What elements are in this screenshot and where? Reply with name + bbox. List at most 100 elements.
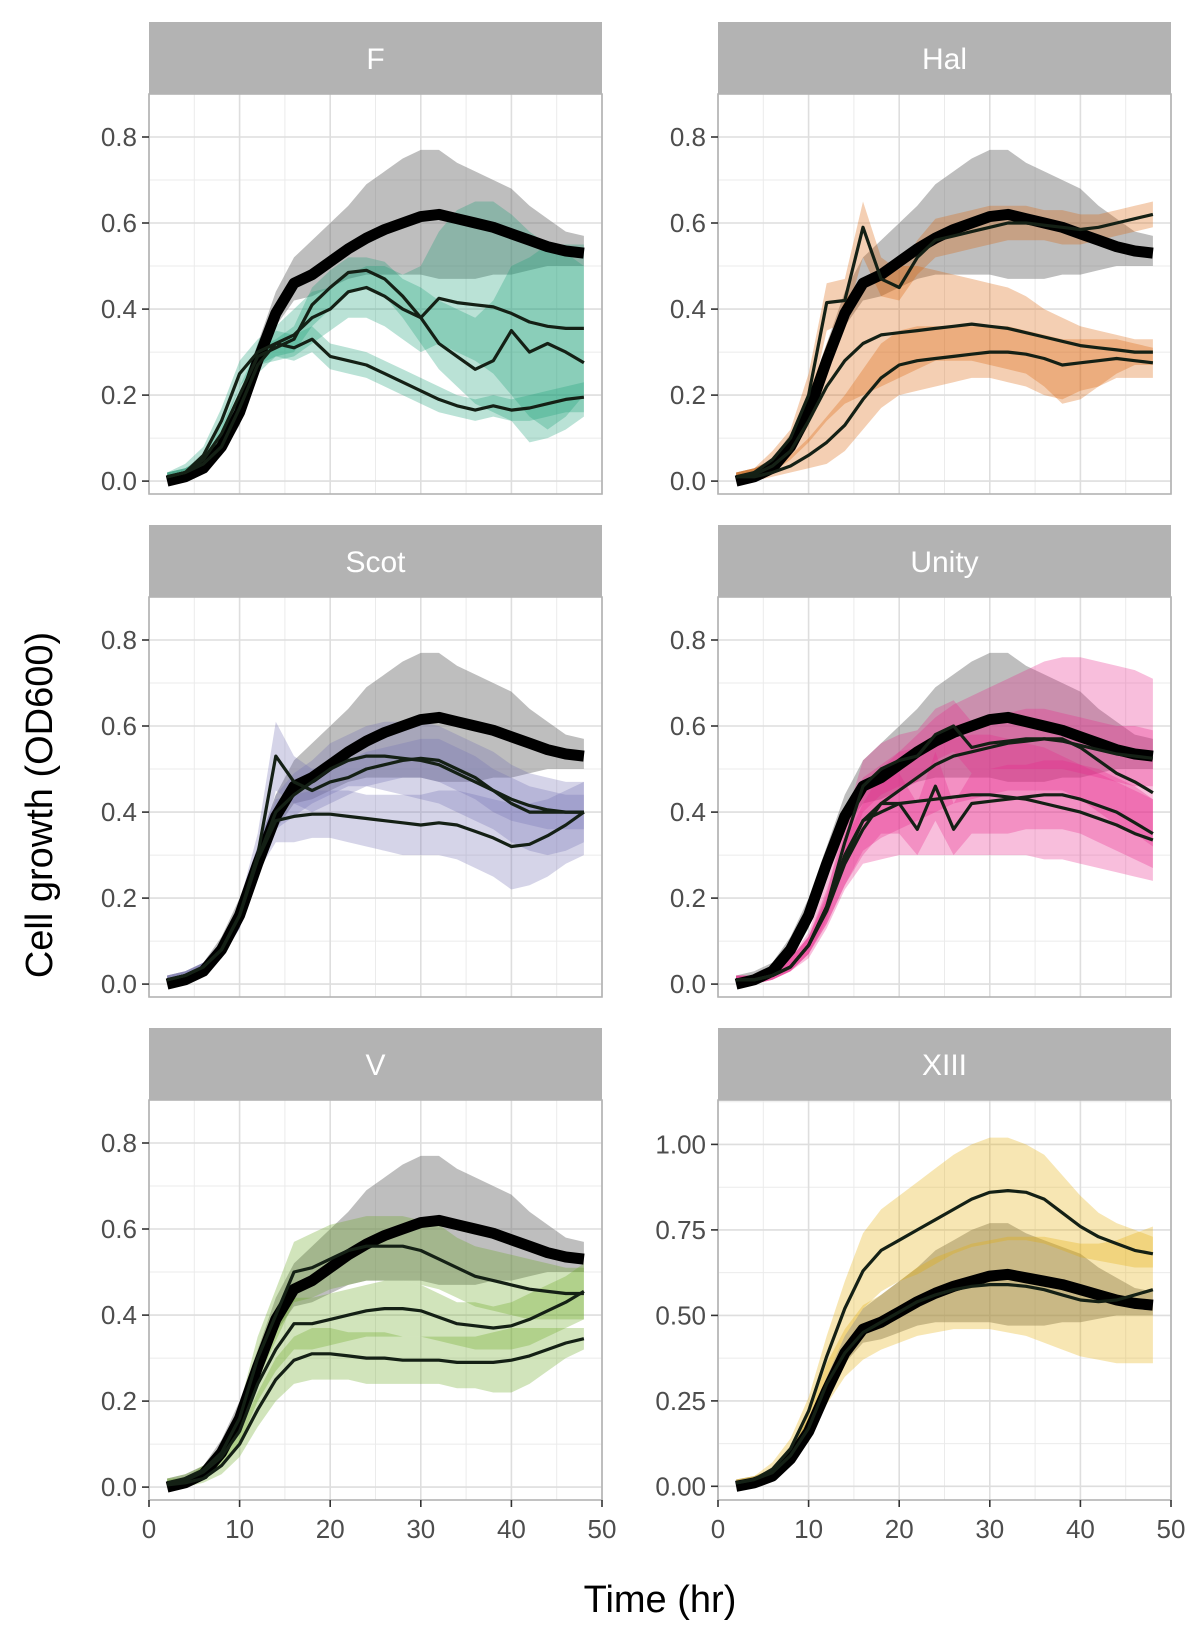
panel-v: V 0.0 0.2 0.4 0.6 0.8 0 10 20 30 40 50 <box>101 1028 616 1544</box>
reference-ribbon <box>736 652 1153 985</box>
y-tick-label: 0.6 <box>101 1214 137 1244</box>
x-tick-label: 0 <box>711 1514 725 1544</box>
panel-border <box>148 1099 603 1501</box>
y-axis: 0.0 0.2 0.4 0.6 0.8 <box>101 625 149 999</box>
series-line <box>166 285 584 479</box>
series-line <box>166 337 585 479</box>
y-tick-label: 0.2 <box>101 380 137 410</box>
panel-border <box>717 1099 1172 1501</box>
y-tick-label: 0.75 <box>655 1215 706 1245</box>
reference-ribbon <box>736 1223 1153 1487</box>
y-tick-label: 0.2 <box>670 883 706 913</box>
panel-strip-label: Unity <box>910 546 978 579</box>
panel-unity: Unity 0.0 0.2 0.4 0.6 0.8 <box>670 525 1172 999</box>
panel-data <box>165 1155 585 1493</box>
panel-strip-label: Hal <box>922 43 967 76</box>
panel-strip <box>149 22 602 94</box>
series-line <box>736 793 1154 982</box>
y-tick-label: 0.4 <box>670 797 706 827</box>
y-tick-label: 0.50 <box>655 1300 706 1330</box>
y-tick-label: 0.0 <box>670 466 706 496</box>
panel-border <box>717 93 1172 495</box>
x-tick-label: 10 <box>225 1514 254 1544</box>
reference-line <box>734 711 1154 990</box>
x-tick-label: 20 <box>316 1514 345 1544</box>
series-ribbon <box>167 326 584 482</box>
y-tick-label: 0.8 <box>670 122 706 152</box>
series-ribbon <box>736 751 1153 985</box>
y-tick-label: 0.4 <box>670 294 706 324</box>
reference-line <box>735 1268 1154 1492</box>
series-line <box>735 212 1154 479</box>
y-axis: 0.0 0.2 0.4 0.6 0.8 <box>101 1128 149 1502</box>
panel-border <box>717 596 1172 998</box>
panel-strip-label: V <box>365 1049 385 1082</box>
reference-ribbon <box>167 652 584 985</box>
reference-ribbon <box>736 149 1153 482</box>
y-tick-label: 0.2 <box>670 380 706 410</box>
x-tick-label: 50 <box>1157 1514 1186 1544</box>
y-tick-label: 0.6 <box>101 711 137 741</box>
series-ribbon <box>736 1137 1153 1487</box>
y-tick-label: 0.8 <box>101 625 137 655</box>
y-tick-label: 0.0 <box>101 466 137 496</box>
y-tick-label: 0.2 <box>101 1386 137 1416</box>
panel-border <box>148 93 603 495</box>
reference-ribbon <box>167 1155 584 1488</box>
y-axis: 0.0 0.2 0.4 0.6 0.8 <box>101 122 149 496</box>
x-axis: 0 10 20 30 40 50 <box>711 1500 1186 1544</box>
series-line <box>166 1337 585 1487</box>
series-ribbon <box>736 326 1153 482</box>
x-tick-label: 30 <box>406 1514 435 1544</box>
x-tick-label: 10 <box>794 1514 823 1544</box>
series-line <box>735 322 1153 479</box>
panel-strip-label: Scot <box>345 546 406 579</box>
y-tick-label: 0.2 <box>101 883 137 913</box>
x-tick-label: 40 <box>497 1514 526 1544</box>
panel-xiii: XIII 0.00 0.25 0.50 0.75 1.00 0 10 20 30 40 50 <box>655 1028 1185 1544</box>
y-tick-label: 0.8 <box>670 625 706 655</box>
panel-data <box>734 149 1154 487</box>
series-ribbon <box>167 1216 584 1488</box>
series-ribbon <box>167 1263 584 1488</box>
panel-f: F 0.0 0.2 0.4 0.6 0.8 <box>101 22 603 496</box>
reference-ribbon <box>167 149 584 482</box>
y-tick-label: 0.6 <box>101 208 137 238</box>
reference-line <box>734 208 1154 487</box>
y-axis-title: Cell growth (OD600) <box>19 632 61 978</box>
panel-strip <box>149 1028 602 1100</box>
y-tick-label: 0.0 <box>101 1472 137 1502</box>
y-tick-label: 0.0 <box>670 969 706 999</box>
series-line <box>166 1290 585 1485</box>
y-tick-label: 0.6 <box>670 711 706 741</box>
panel-strip-label: XIII <box>922 1049 967 1082</box>
series-line <box>735 1283 1154 1485</box>
series-line <box>166 268 585 479</box>
panel-strip <box>718 22 1171 94</box>
panel-strip <box>149 525 602 597</box>
panel-border <box>148 596 603 998</box>
y-tick-label: 0.25 <box>655 1386 706 1416</box>
panel-strip <box>718 525 1171 597</box>
y-axis: 0.0 0.2 0.4 0.6 0.8 <box>670 625 718 999</box>
facet-panels: F 0.0 0.2 0.4 0.6 0.8 Hal 0.0 0.2 0.4 0.6 0.8 Scot 0.… <box>101 22 1185 1544</box>
series-ribbon <box>736 734 1153 985</box>
series-line <box>166 1244 584 1485</box>
panel-scot: Scot 0.0 0.2 0.4 0.6 0.8 <box>101 525 603 999</box>
y-tick-label: 0.4 <box>101 1300 137 1330</box>
series-ribbon <box>736 700 1153 985</box>
x-tick-label: 20 <box>885 1514 914 1544</box>
y-tick-label: 0.00 <box>655 1471 706 1501</box>
series-line <box>166 810 585 982</box>
y-axis: 0.0 0.2 0.4 0.6 0.8 <box>670 122 718 496</box>
panel-data <box>735 1137 1154 1492</box>
y-tick-label: 0.8 <box>101 1128 137 1158</box>
series-ribbon <box>167 201 584 482</box>
series-ribbon <box>167 721 584 985</box>
panel-strip-label: F <box>366 43 384 76</box>
series-line <box>735 1189 1154 1485</box>
x-axis-title: Time (hr) <box>584 1579 737 1621</box>
y-tick-label: 0.0 <box>101 969 137 999</box>
x-tick-label: 30 <box>975 1514 1004 1544</box>
x-axis: 0 10 20 30 40 50 <box>142 1500 616 1544</box>
